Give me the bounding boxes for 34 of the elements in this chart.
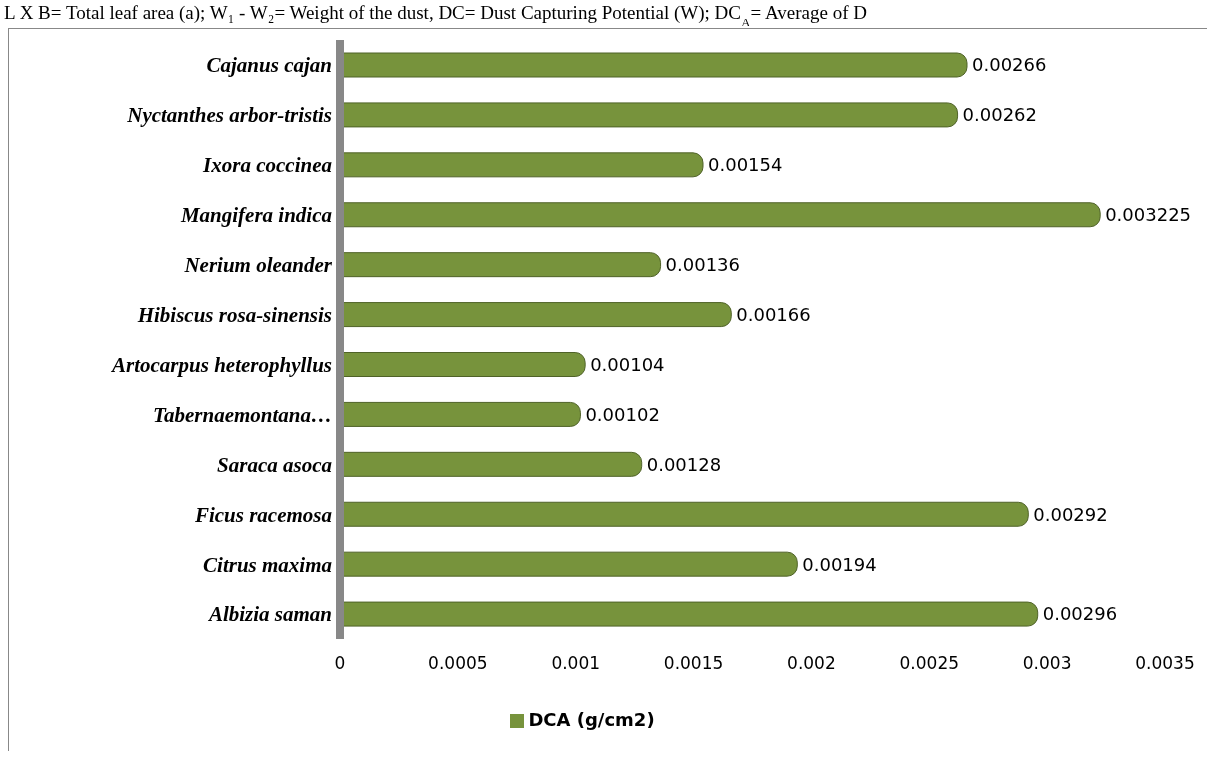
data-label: 0.00104 bbox=[590, 353, 665, 375]
data-label: 0.00296 bbox=[1042, 603, 1118, 625]
text: L X B= Total leaf area (a); W₁ - W₂= Weight of the dust, DC= Dust Capturing Potential (W); DC$_{A}$= Average of D bbox=[4, 2, 867, 30]
x-tick-label: 0.0035 bbox=[1135, 653, 1195, 674]
y-tick-label: Cajanus cajan bbox=[206, 53, 332, 78]
data-label: 0.00154 bbox=[708, 154, 783, 176]
y-tick-label: Albizia saman bbox=[206, 602, 332, 627]
data-label: 0.00128 bbox=[646, 453, 722, 475]
x-tick-label: 0.0005 bbox=[428, 653, 488, 674]
x-tick-label: 0.0025 bbox=[899, 653, 960, 674]
data-label: 0.00102 bbox=[585, 403, 660, 425]
x-tick-label: 0.003 bbox=[1022, 653, 1072, 674]
y-tick-label: Ficus racemosa bbox=[193, 502, 332, 527]
y-tick-label: Mangifera indica bbox=[179, 203, 332, 228]
x-tick-label: 0.0015 bbox=[663, 653, 724, 674]
x-tick-label: 0 bbox=[334, 653, 346, 674]
y-tick-label: Ixora coccinea bbox=[202, 153, 332, 178]
y-tick-label: Nyctanthes arbor-tristis bbox=[126, 103, 332, 128]
data-label: 0.00194 bbox=[802, 553, 877, 575]
data-label: 0.00166 bbox=[736, 303, 811, 325]
y-tick-label: Saraca asoca bbox=[217, 452, 332, 477]
data-label: 0.00266 bbox=[972, 54, 1047, 76]
x-tick-label: 0.002 bbox=[787, 653, 836, 674]
x-tick-label: 0.001 bbox=[551, 653, 601, 674]
y-tick-label: Hibiscus rosa-sinensis bbox=[136, 303, 332, 327]
data-label: 0.00292 bbox=[1033, 503, 1108, 525]
y-tick-label: Nerium oleander bbox=[183, 253, 333, 278]
data-label: 0.00262 bbox=[962, 104, 1038, 126]
data-label: 0.003225 bbox=[1105, 204, 1192, 226]
legend-label: DCA (g/cm2) bbox=[528, 709, 655, 730]
y-tick-label: Tabernaemontana… bbox=[153, 402, 332, 427]
data-label: 0.00136 bbox=[665, 254, 741, 276]
y-tick-label: Citrus maxima bbox=[203, 552, 332, 577]
y-tick-label: Artocarpus heterophyllus bbox=[110, 352, 332, 377]
